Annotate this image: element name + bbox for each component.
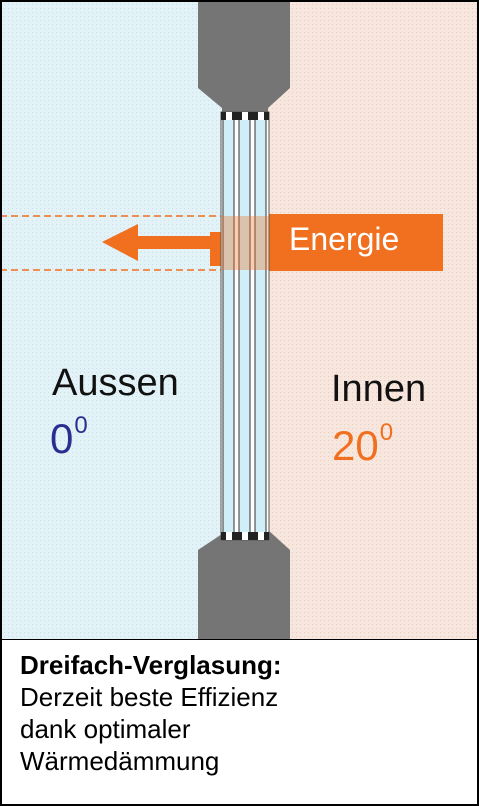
caption: Dreifach-Verglasung: Derzeit beste Effiz… xyxy=(0,640,479,806)
inside-label: Innen xyxy=(331,368,427,410)
caption-body: Derzeit beste Effizienz dank optimaler W… xyxy=(20,682,279,776)
outside-temperature-degree: 0 xyxy=(74,412,88,439)
inside-area xyxy=(245,0,479,640)
top-frame xyxy=(198,0,290,112)
energy-label: Energie xyxy=(289,221,400,257)
caption-title: Dreifach-Verglasung: xyxy=(20,650,282,680)
inside-temperature-value: 20 xyxy=(332,422,379,469)
outside-area xyxy=(0,0,245,640)
outside-label: Aussen xyxy=(52,362,179,404)
energy-arrow xyxy=(102,224,214,261)
triple-glazing xyxy=(220,111,270,541)
outside-temperature-value: 0 xyxy=(50,415,74,462)
inside-temperature: 200 xyxy=(332,421,393,469)
inside-temperature-degree: 0 xyxy=(379,419,394,446)
outside-temperature: 00 xyxy=(50,414,88,462)
glazing-diagram xyxy=(0,0,479,640)
bottom-frame xyxy=(198,530,290,640)
diagram-border xyxy=(0,0,479,640)
